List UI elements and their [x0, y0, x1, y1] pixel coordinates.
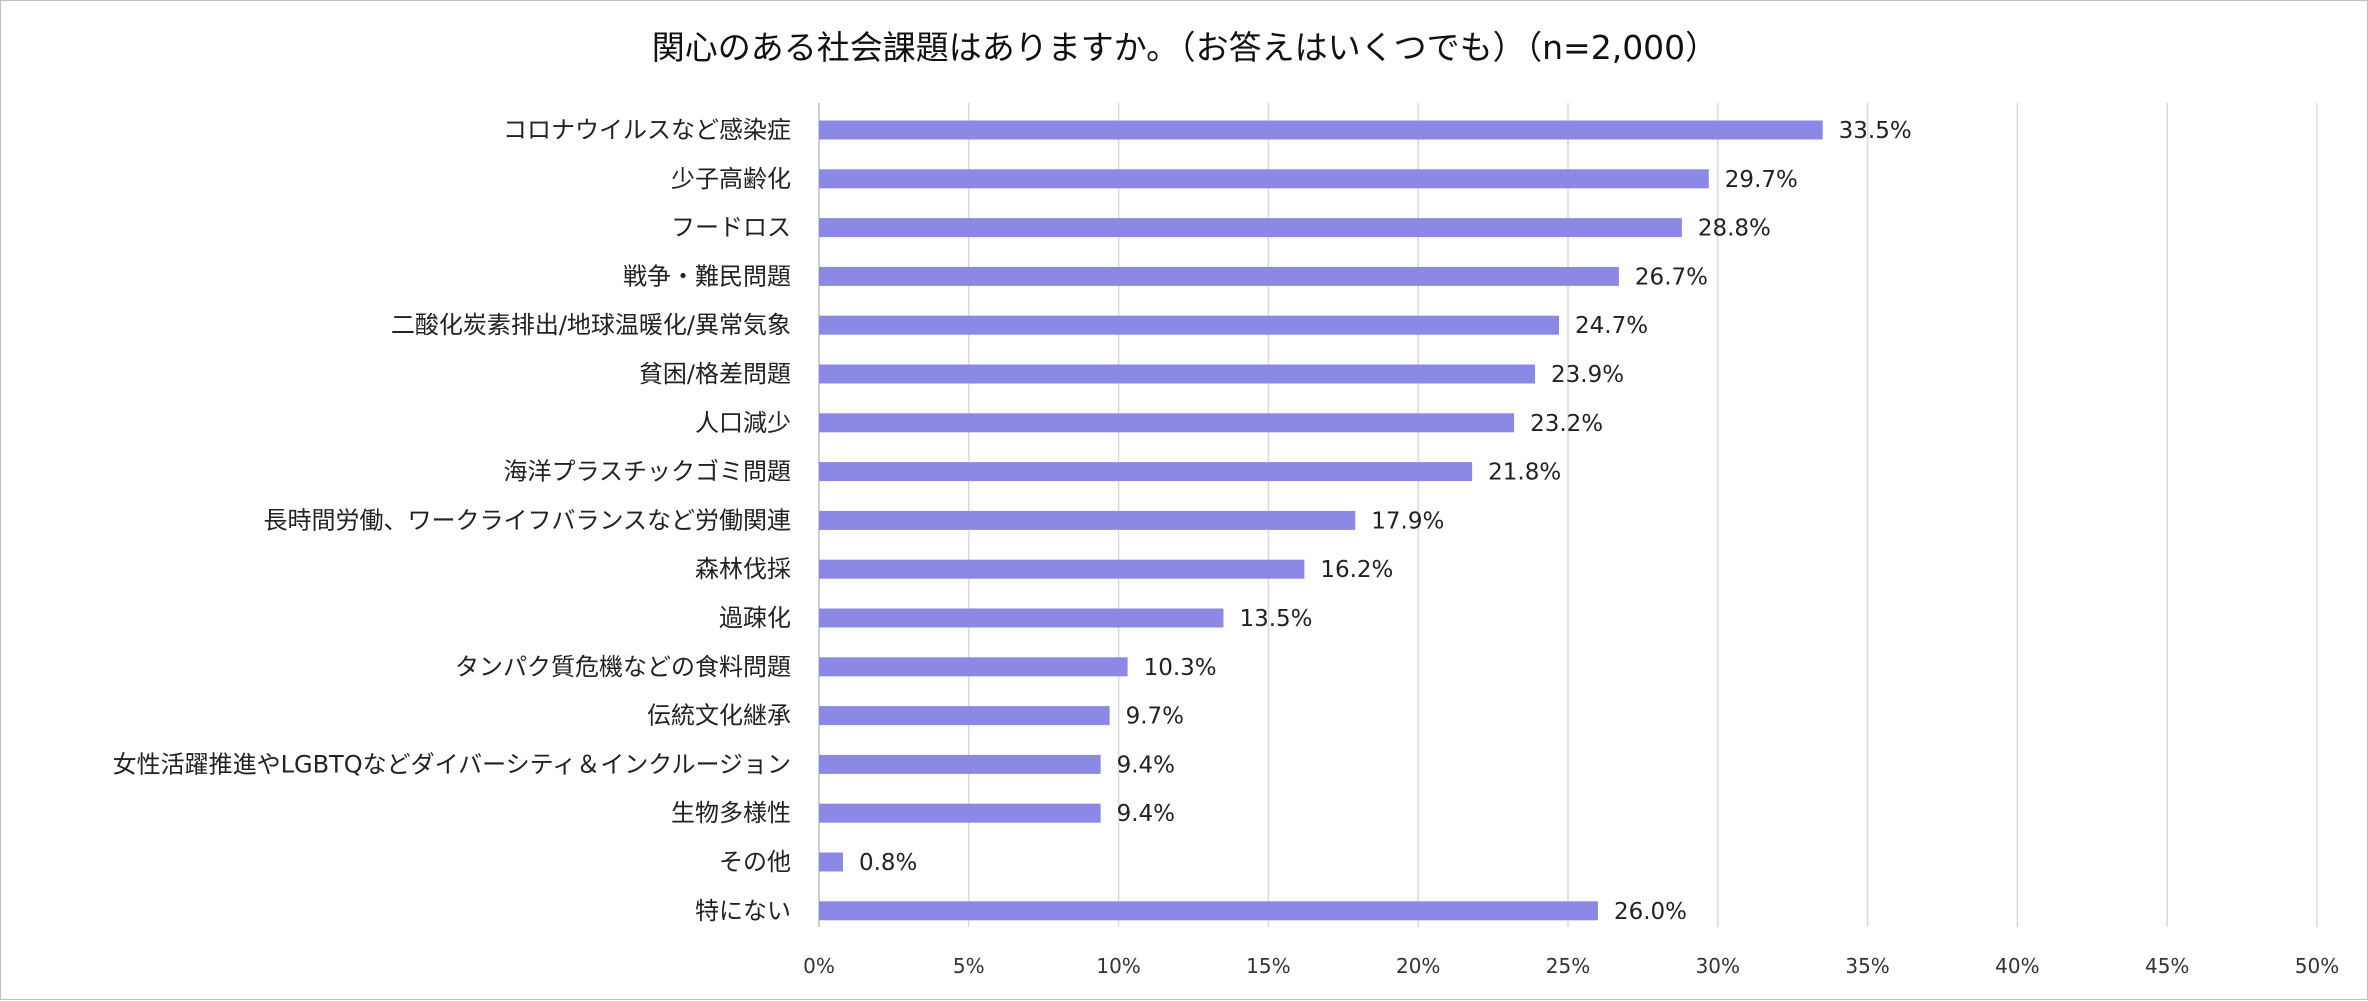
- category-label: 生物多様性: [671, 799, 791, 827]
- x-tick-label: 0%: [803, 954, 835, 978]
- category-label: 特にない: [695, 897, 791, 925]
- bar: [819, 364, 1536, 384]
- x-axis-ticks: 0% 5% 10% 15% 20% 25% 30% 35% 40% 45% 50%: [803, 954, 2339, 978]
- x-tick-label: 20%: [1396, 954, 1440, 978]
- data-label: 9.7%: [1126, 704, 1184, 730]
- bar: [819, 315, 1560, 335]
- bar: [819, 510, 1356, 530]
- data-label: 28.8%: [1698, 216, 1771, 242]
- data-label: 0.8%: [859, 850, 917, 876]
- data-label: 9.4%: [1117, 752, 1175, 778]
- bar: [819, 803, 1101, 823]
- x-tick-label: 30%: [1696, 954, 1740, 978]
- bar: [819, 754, 1101, 774]
- category-label: タンパク質危機などの食料問題: [455, 653, 791, 681]
- data-label: 23.2%: [1530, 411, 1603, 437]
- x-tick-label: 35%: [1845, 954, 1889, 978]
- data-label: 13.5%: [1239, 606, 1312, 632]
- x-tick-label: 45%: [2145, 954, 2189, 978]
- data-label: 16.2%: [1320, 557, 1393, 583]
- bars: [819, 120, 1823, 921]
- x-tick-label: 40%: [1995, 954, 2039, 978]
- bar: [819, 462, 1473, 482]
- category-label: 伝統文化継承: [647, 702, 791, 730]
- category-label: フードロス: [671, 214, 791, 242]
- data-label: 21.8%: [1488, 460, 1561, 486]
- gridlines: [818, 103, 2318, 927]
- data-label: 33.5%: [1839, 118, 1912, 144]
- data-label: 26.0%: [1614, 899, 1687, 925]
- data-label: 23.9%: [1551, 362, 1624, 388]
- bar: [819, 852, 843, 872]
- x-tick-label: 25%: [1546, 954, 1590, 978]
- category-label: 長時間労働、ワークライフバランスなど労働関連: [263, 506, 791, 534]
- bar: [819, 266, 1619, 286]
- data-label: 9.4%: [1117, 801, 1175, 827]
- x-tick-label: 10%: [1096, 954, 1140, 978]
- data-label: 24.7%: [1575, 313, 1648, 339]
- bar: [819, 169, 1709, 189]
- data-label: 17.9%: [1371, 508, 1444, 534]
- category-label: 女性活躍推進やLGBTQなどダイバーシティ＆インクルージョン: [113, 750, 791, 778]
- category-labels: コロナウイルスなど感染症少子高齢化フードロス戦争・難民問題二酸化炭素排出/地球温…: [113, 116, 791, 925]
- bar: [819, 218, 1682, 238]
- category-label: その他: [719, 848, 791, 876]
- bar: [819, 608, 1224, 628]
- category-label: 少子高齢化: [671, 165, 791, 193]
- chart-title: 関心のある社会課題はありますか。（お答えはいくつでも）（n=2,000）: [652, 28, 1718, 67]
- bar: [819, 901, 1598, 921]
- data-label: 26.7%: [1635, 264, 1708, 290]
- category-label: コロナウイルスなど感染症: [503, 116, 791, 144]
- category-label: 戦争・難民問題: [623, 262, 791, 290]
- bar: [819, 413, 1515, 433]
- data-label: 29.7%: [1725, 167, 1798, 193]
- data-label: 10.3%: [1144, 655, 1217, 681]
- x-tick-label: 50%: [2295, 954, 2339, 978]
- category-label: 貧困/格差問題: [639, 360, 791, 388]
- category-label: 海洋プラスチックゴミ問題: [503, 458, 791, 486]
- x-tick-label: 15%: [1246, 954, 1290, 978]
- value-labels: 33.5% 29.7% 28.8% 26.7% 24.7% 23.9% 23.2% 21.8%…: [859, 118, 1912, 925]
- x-tick-label: 5%: [953, 954, 985, 978]
- bar: [819, 120, 1823, 140]
- category-label: 二酸化炭素排出/地球温暖化/異常気象: [391, 311, 791, 339]
- category-label: 過疎化: [719, 604, 791, 632]
- bar: [819, 559, 1305, 579]
- category-label: 人口減少: [695, 409, 791, 437]
- category-label: 森林伐採: [695, 555, 791, 583]
- bar: [819, 706, 1110, 726]
- bar: [819, 657, 1128, 677]
